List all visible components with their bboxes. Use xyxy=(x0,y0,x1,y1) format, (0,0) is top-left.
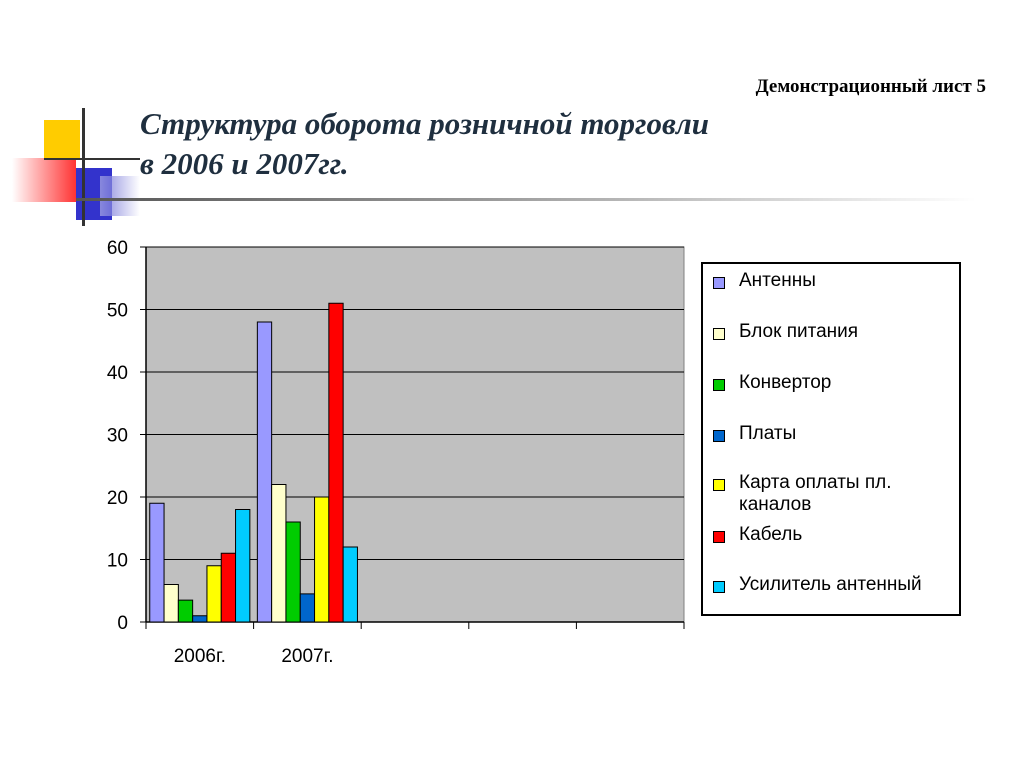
bar xyxy=(299,593,316,623)
legend-swatch xyxy=(713,277,725,289)
legend-swatch xyxy=(713,379,725,391)
page-title: Структура оборота розничной торговли в 2… xyxy=(140,104,709,184)
y-tick-label: 30 xyxy=(107,426,128,447)
legend-label: Усилитель антенный xyxy=(739,574,922,595)
legend-label: Антенны xyxy=(739,270,816,291)
y-tick-label: 50 xyxy=(107,301,128,322)
legend-label: Платы xyxy=(739,423,797,444)
decor-yellow-square xyxy=(44,120,80,160)
decor-vertical-line xyxy=(82,108,85,226)
bar xyxy=(256,321,273,623)
legend-label: Карта оплаты пл. каналов xyxy=(739,472,892,515)
decor-red-square xyxy=(12,158,76,202)
bar xyxy=(163,584,179,623)
chart-legend: Антенны Блок питания Конвертор Платы Карта о… xyxy=(701,262,961,616)
bar xyxy=(192,615,208,623)
bar xyxy=(235,509,251,623)
bar xyxy=(285,521,301,623)
title-line-2: в 2006 и 2007гг. xyxy=(140,146,349,181)
bar xyxy=(271,484,287,623)
legend-label: Блок питания xyxy=(739,321,859,342)
legend-swatch xyxy=(713,581,725,593)
legend-label: Кабель xyxy=(739,524,803,545)
decor-blue-fade xyxy=(100,176,140,216)
bar xyxy=(206,565,222,623)
title-rule xyxy=(76,198,976,201)
y-tick-label: 60 xyxy=(107,238,128,259)
bar xyxy=(220,552,237,623)
x-tick-label: 2007г. xyxy=(281,646,333,667)
x-tick-label: 2006г. xyxy=(174,646,226,667)
legend-swatch xyxy=(713,430,725,442)
legend-swatch xyxy=(713,328,725,340)
bar xyxy=(342,546,358,623)
y-tick-label: 40 xyxy=(107,363,128,384)
bar xyxy=(177,599,194,623)
y-tick-label: 10 xyxy=(107,551,128,572)
decor-horizontal-line xyxy=(44,158,140,160)
bar xyxy=(149,502,165,623)
sheet-label: Демонстрационный лист 5 xyxy=(755,76,986,97)
legend-swatch xyxy=(713,531,725,543)
legend-swatch xyxy=(713,479,725,491)
title-line-1: Структура оборота розничной торговли xyxy=(140,106,710,141)
legend-label: Конвертор xyxy=(739,372,832,393)
bar xyxy=(314,496,330,623)
y-tick-label: 20 xyxy=(107,488,128,509)
bar xyxy=(328,302,344,623)
y-tick-label: 0 xyxy=(117,613,128,634)
